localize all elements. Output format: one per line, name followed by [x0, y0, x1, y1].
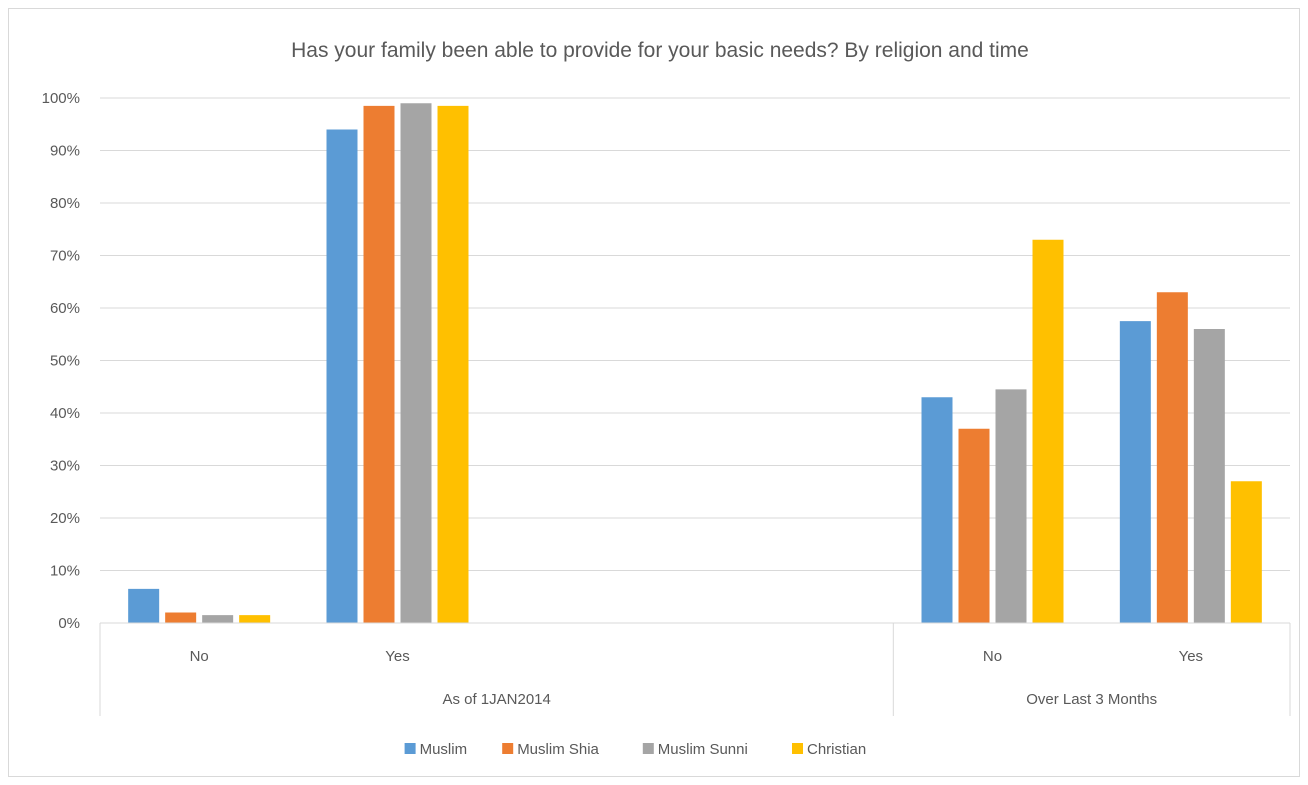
bar — [326, 129, 358, 623]
y-tick-label: 70% — [50, 248, 80, 265]
y-tick-label: 40% — [50, 405, 80, 422]
bar — [128, 588, 160, 623]
chart-frame — [8, 8, 1300, 777]
y-tick-label: 0% — [58, 615, 80, 632]
x-group-label: As of 1JAN2014 — [442, 691, 550, 708]
legend: Muslim Muslim Shia Muslim Sunni Christian — [404, 741, 866, 758]
legend-label: Muslim — [420, 741, 468, 758]
bar — [202, 615, 234, 623]
bar — [1156, 292, 1188, 623]
y-tick-label: 90% — [50, 143, 80, 160]
chart-title: Has your family been able to provide for… — [291, 39, 1029, 62]
bar — [165, 612, 197, 623]
y-tick-label: 20% — [50, 510, 80, 527]
y-tick-label: 10% — [50, 563, 80, 580]
x-axis: No Yes As of 1JAN2014 No Yes Over Last 3 Mont… — [99, 622, 1291, 716]
x-category-label: Yes — [385, 648, 409, 665]
y-tick-label: 30% — [50, 458, 80, 475]
bar — [1119, 321, 1151, 623]
legend-swatch — [642, 743, 654, 754]
x-category-label: No — [190, 648, 209, 665]
bar — [921, 397, 953, 623]
x-group-label: Over Last 3 Months — [1026, 691, 1157, 708]
y-tick-label: 60% — [50, 300, 80, 317]
legend-swatch — [792, 743, 803, 754]
y-tick-label: 100% — [42, 90, 80, 107]
x-category-label: No — [983, 648, 1002, 665]
bar — [239, 615, 271, 623]
bar — [1230, 481, 1262, 623]
y-tick-label: 50% — [50, 353, 80, 370]
legend-label: Christian — [807, 741, 866, 758]
bar — [1193, 329, 1225, 623]
y-tick-label: 80% — [50, 195, 80, 212]
bar — [958, 428, 990, 623]
legend-swatch — [404, 743, 416, 754]
bar — [363, 105, 395, 623]
legend-swatch — [502, 743, 514, 754]
bar — [995, 389, 1027, 623]
legend-label: Muslim Sunni — [658, 741, 748, 758]
bars — [128, 103, 1262, 623]
legend-label: Muslim Shia — [517, 741, 599, 758]
bar — [437, 105, 469, 623]
gridlines — [100, 97, 1290, 571]
y-axis-ticks: 0% 10% 20% 30% 40% 50% 60% 70% 80% 90% 100% — [42, 90, 80, 632]
bar — [1032, 239, 1064, 623]
x-category-label: Yes — [1179, 648, 1203, 665]
bar — [400, 103, 432, 623]
